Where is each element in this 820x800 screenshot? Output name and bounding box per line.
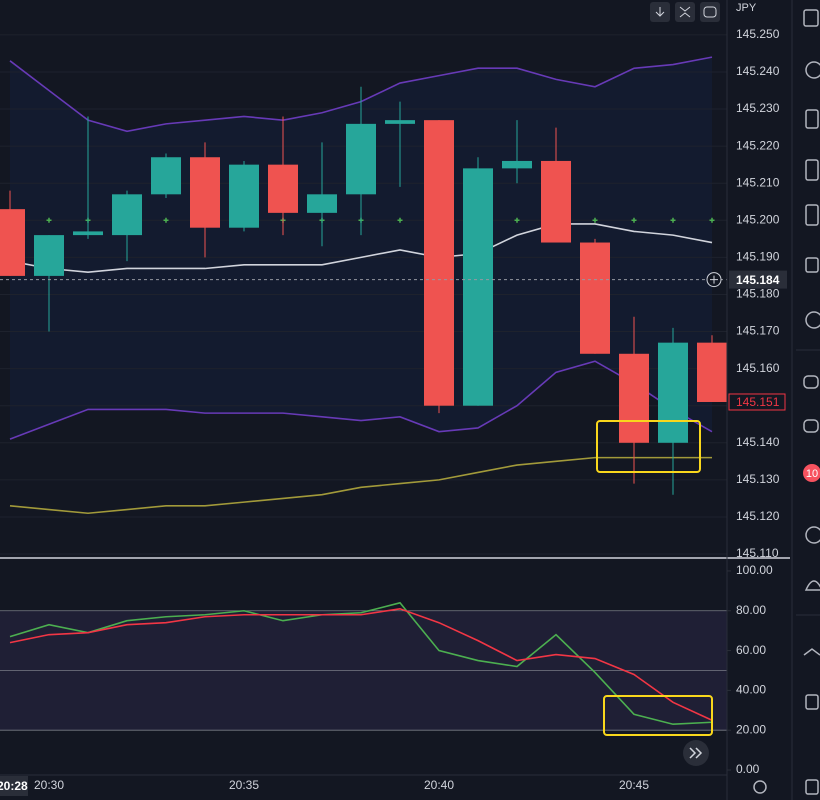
- badge: [803, 464, 820, 482]
- candle-body: [73, 231, 103, 236]
- x-tick-label: 20:35: [229, 778, 259, 792]
- candle-body: [229, 164, 259, 228]
- icon[interactable]: [805, 257, 819, 273]
- y-tick-label: 145.220: [736, 138, 780, 152]
- y-tick-label: 145.180: [736, 287, 780, 301]
- button[interactable]: [675, 2, 695, 22]
- last-price-label: 145.151: [736, 395, 780, 409]
- candle-body: [307, 194, 337, 213]
- line-series: [9, 607, 713, 721]
- y-tick-label: 80.00: [736, 603, 766, 617]
- y-tick-label: 145.230: [736, 101, 780, 115]
- candle-body: [0, 209, 25, 276]
- y-tick-label: 40.00: [736, 683, 766, 697]
- candle-body: [619, 353, 649, 443]
- x-tick-label: 20:45: [619, 778, 649, 792]
- line-series: [9, 601, 713, 726]
- icon[interactable]: [803, 9, 819, 27]
- candle-body: [658, 342, 688, 443]
- y-tick-label: 145.140: [736, 435, 780, 449]
- candle-body: [424, 120, 454, 406]
- icon[interactable]: [805, 311, 820, 329]
- icon[interactable]: [803, 419, 819, 433]
- y-tick-label: 145.120: [736, 509, 780, 523]
- candle-body: [385, 120, 415, 124]
- candle-body: [346, 123, 376, 195]
- icon: [679, 6, 691, 18]
- x-tick-label: 20:40: [424, 778, 454, 792]
- dot-marker: [709, 217, 715, 223]
- icon[interactable]: [805, 526, 820, 544]
- y-tick-label: 145.160: [736, 361, 780, 375]
- line-series: [9, 360, 713, 440]
- dot-marker: [514, 217, 520, 223]
- dot-marker: [163, 217, 169, 223]
- dot-marker: [592, 217, 598, 223]
- candle-body: [502, 160, 532, 169]
- button[interactable]: [700, 2, 720, 22]
- highlight-box: [603, 695, 713, 736]
- y-tick-label: 100.00: [736, 563, 773, 577]
- crosshair-time: 20:28: [0, 779, 28, 793]
- y-tick-label: 145.250: [736, 27, 780, 41]
- sidebar: 10: [791, 0, 820, 800]
- oscillator-pane: [0, 601, 727, 731]
- line-series: [9, 456, 712, 515]
- crosshair-plus-icon: [710, 275, 718, 284]
- price-label-bg: [729, 270, 787, 289]
- icon[interactable]: [805, 204, 819, 226]
- candle-body: [580, 242, 610, 354]
- y-tick-label: 145.240: [736, 64, 780, 78]
- candle-body: [463, 168, 493, 406]
- icon[interactable]: [803, 648, 820, 656]
- x-tick-label: 20:30: [34, 778, 64, 792]
- y-tick-label: 0.00: [736, 762, 760, 776]
- candle-body: [268, 164, 298, 213]
- line-series: [9, 223, 713, 273]
- y-tick-label: 145.130: [736, 472, 780, 486]
- icon: [703, 6, 717, 18]
- toolbar-buttons[interactable]: [650, 2, 720, 22]
- y-tick-label: 145.110: [736, 546, 779, 560]
- dot-marker: [46, 217, 52, 223]
- badge-text: 10: [806, 468, 818, 480]
- candle-body: [151, 157, 181, 195]
- candle-body: [112, 194, 142, 236]
- price-pane: [0, 34, 727, 555]
- current-price-label: 145.184: [736, 273, 780, 287]
- settings-icon[interactable]: [753, 780, 767, 794]
- dot-marker: [670, 217, 676, 223]
- icon[interactable]: [805, 109, 819, 129]
- candle-body: [34, 235, 64, 276]
- candle-body: [190, 157, 220, 228]
- y-tick-label: 145.200: [736, 212, 780, 226]
- crosshair-time-bg: [0, 776, 28, 796]
- icon: [655, 7, 665, 17]
- y-tick-label: 145.170: [736, 324, 780, 338]
- icon[interactable]: [805, 779, 819, 795]
- last-price-label-bg: [728, 393, 786, 411]
- icon[interactable]: [804, 580, 820, 591]
- icon[interactable]: [805, 159, 819, 181]
- icon[interactable]: [803, 375, 819, 389]
- y-tick-label: 20.00: [736, 722, 766, 736]
- y-tick-label: 60.00: [736, 643, 766, 657]
- icon[interactable]: [805, 694, 819, 710]
- axes: 145.110145.120145.130145.140145.150145.1…: [0, 2, 787, 796]
- dot-marker: [631, 217, 637, 223]
- dot-marker: [397, 217, 403, 223]
- candle-body: [697, 342, 727, 402]
- icon[interactable]: [805, 61, 820, 79]
- band-fill: [10, 57, 712, 440]
- candle-body: [541, 160, 571, 243]
- currency-label: JPY: [736, 2, 757, 14]
- highlight-box: [596, 420, 701, 473]
- icon: [689, 747, 703, 759]
- y-tick-label: 145.210: [736, 175, 780, 189]
- y-tick-label: 145.190: [736, 250, 780, 264]
- sidebar-bg: [792, 0, 820, 800]
